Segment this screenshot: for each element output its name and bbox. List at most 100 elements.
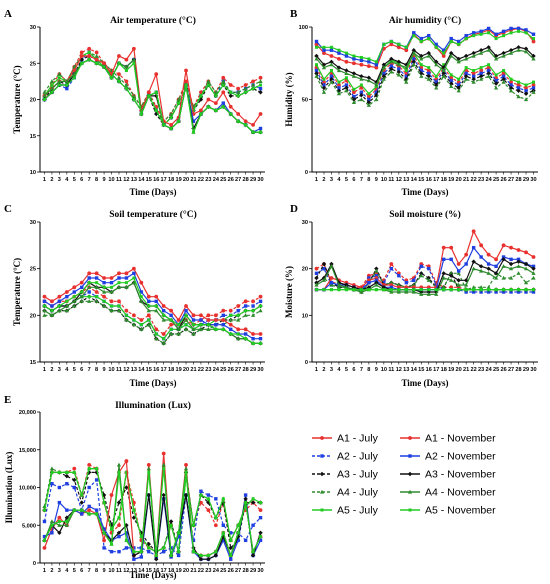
- chart-title: Soil temperature (°C): [109, 209, 197, 220]
- point-6: [359, 90, 364, 94]
- y-tick-label: 0: [33, 561, 36, 567]
- point-17: [169, 327, 173, 331]
- point-15: [426, 50, 431, 56]
- point-27: [517, 288, 521, 292]
- point-15: [426, 74, 431, 79]
- point-16: [434, 45, 438, 49]
- point-3: [65, 299, 69, 303]
- point-23: [213, 90, 218, 94]
- x-tick-label: 1: [43, 568, 46, 574]
- point-1: [50, 90, 54, 94]
- point-2: [329, 282, 334, 287]
- x-tick-label: 20: [183, 367, 189, 373]
- point-25: [501, 243, 506, 248]
- point-29: [258, 75, 263, 80]
- point-20: [464, 34, 468, 38]
- legend-item-a4-july: A4 - July: [312, 487, 379, 499]
- point-14: [419, 271, 424, 276]
- point-2: [57, 308, 62, 313]
- point-28: [251, 122, 255, 127]
- point-14: [146, 308, 151, 313]
- point-0: [314, 74, 319, 78]
- point-7: [94, 285, 99, 289]
- point-14: [146, 313, 151, 318]
- point-23: [214, 550, 218, 554]
- x-tick-label: 3: [330, 177, 333, 183]
- x-tick-label: 21: [190, 568, 196, 574]
- point-27: [516, 257, 521, 262]
- point-17: [442, 257, 446, 262]
- point-10: [389, 64, 394, 68]
- point-13: [411, 50, 416, 55]
- point-15: [427, 288, 431, 292]
- point-9: [110, 285, 114, 289]
- point-28: [251, 332, 255, 336]
- point-25: [229, 332, 233, 336]
- y-tick-label: 20: [302, 267, 308, 273]
- series-line: [315, 63, 534, 107]
- point-5: [352, 94, 356, 99]
- point-28: [524, 31, 528, 35]
- point-17: [442, 63, 446, 67]
- point-2: [57, 523, 62, 527]
- point-28: [523, 266, 529, 271]
- point-legend: [407, 489, 413, 494]
- point-14: [147, 94, 151, 98]
- series-line: [44, 47, 261, 126]
- point-23: [486, 45, 491, 50]
- point-0: [42, 538, 46, 542]
- point-23: [486, 262, 491, 266]
- point-8: [102, 285, 106, 289]
- point-15: [154, 294, 159, 299]
- point-6: [359, 83, 363, 87]
- point-29: [258, 530, 263, 535]
- point-23: [214, 497, 218, 501]
- legend-label: A5 - July: [337, 505, 379, 517]
- point-17: [441, 71, 446, 76]
- legend-item-a2-november: A2 - November: [400, 451, 496, 463]
- x-tick-label: 24: [213, 367, 220, 373]
- point-26: [509, 290, 513, 294]
- point-1: [322, 80, 326, 84]
- point-6: [359, 55, 363, 59]
- point-4: [72, 68, 77, 73]
- legend-item-a3-november: A3 - November: [400, 469, 496, 481]
- point-16: [162, 313, 166, 317]
- point-6: [87, 271, 92, 276]
- point-11: [396, 72, 401, 77]
- point-17: [169, 553, 173, 557]
- point-6: [87, 299, 92, 303]
- point-13: [139, 550, 143, 554]
- point-6: [87, 504, 91, 509]
- y-tick-label: 30: [30, 25, 36, 31]
- x-tick-label: 25: [220, 177, 226, 183]
- x-tick-label: 1: [315, 367, 318, 373]
- point-6: [87, 50, 91, 54]
- point-13: [139, 290, 144, 294]
- x-tick-label: 26: [500, 367, 506, 373]
- point-5: [351, 71, 357, 76]
- point-19: [456, 59, 461, 64]
- x-tick-label: 12: [396, 367, 402, 373]
- point-1: [321, 85, 327, 91]
- point-10: [117, 534, 121, 539]
- point-20: [191, 323, 195, 327]
- point-7: [95, 467, 99, 471]
- point-4: [72, 466, 77, 471]
- point-17: [441, 285, 446, 289]
- point-2: [329, 276, 334, 280]
- point-11: [124, 276, 129, 280]
- point-9: [382, 280, 386, 285]
- point-1: [50, 470, 54, 474]
- point-7: [95, 281, 99, 285]
- point-28: [251, 87, 255, 91]
- point-19: [457, 42, 461, 46]
- point-15: [154, 553, 158, 557]
- x-tick-label: 13: [403, 367, 409, 373]
- point-2: [329, 77, 334, 82]
- point-22: [479, 71, 483, 76]
- x-tick-label: 16: [426, 367, 432, 373]
- point-legend: [320, 454, 324, 458]
- point-20: [464, 66, 468, 70]
